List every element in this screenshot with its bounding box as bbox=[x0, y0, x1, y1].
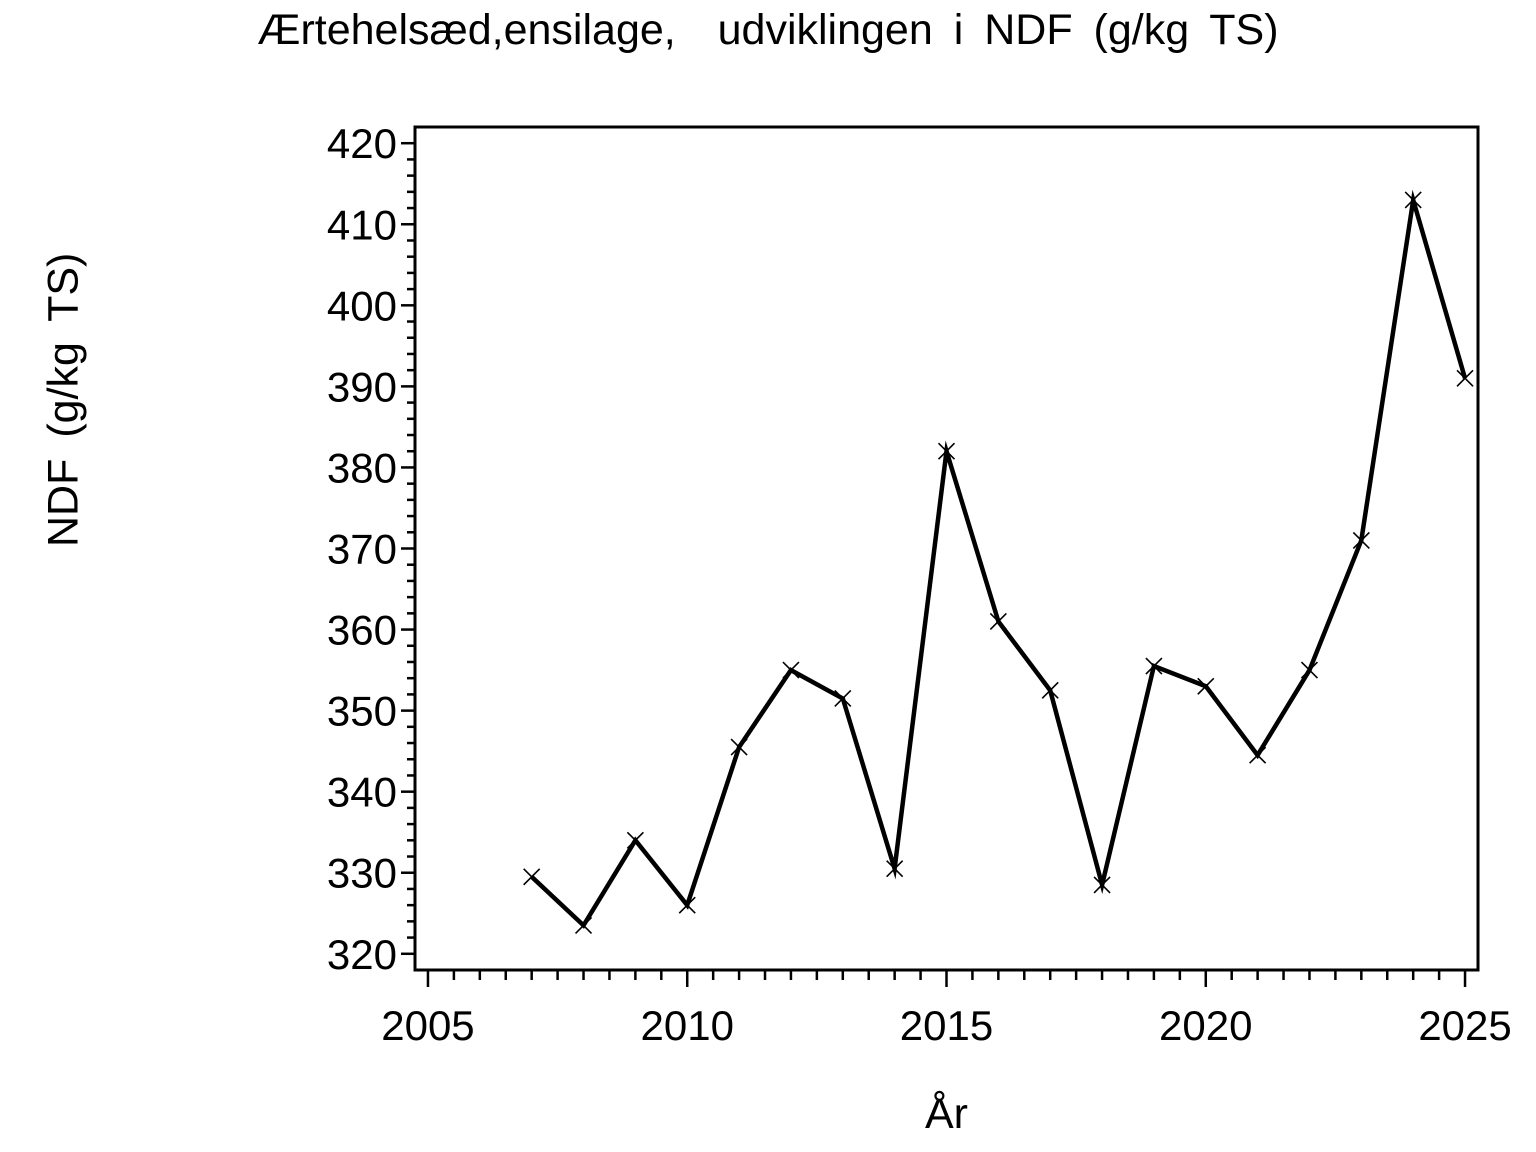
y-tick-label: 370 bbox=[327, 526, 397, 573]
data-point-marker bbox=[1093, 876, 1111, 894]
data-point-marker bbox=[1041, 681, 1059, 699]
marker-stroke bbox=[1093, 876, 1111, 894]
marker-stroke bbox=[574, 916, 593, 934]
marker-stroke bbox=[1145, 657, 1163, 675]
marker-stroke bbox=[1456, 369, 1474, 387]
x-tick-label: 2015 bbox=[900, 1002, 993, 1049]
marker-stroke bbox=[886, 860, 904, 878]
x-tick-marks bbox=[426, 970, 1467, 987]
data-point-marker bbox=[523, 868, 541, 886]
data-point-marker bbox=[1249, 746, 1267, 764]
y-tick-label: 420 bbox=[327, 120, 397, 167]
y-tick-labels: 320 330 340 350 360 370 380 390 400 410 420 bbox=[327, 120, 397, 978]
x-tick-label: 2005 bbox=[381, 1002, 474, 1049]
marker-stroke bbox=[1249, 746, 1267, 764]
x-axis-label: År bbox=[925, 1090, 968, 1138]
data-point-marker bbox=[886, 860, 904, 878]
data-point-marker bbox=[1404, 191, 1422, 209]
marker-stroke bbox=[1197, 677, 1215, 695]
y-tick-label: 330 bbox=[327, 850, 397, 897]
data-point-marker bbox=[678, 896, 696, 914]
y-tick-label: 340 bbox=[327, 769, 397, 816]
data-point-marker bbox=[1300, 661, 1319, 679]
x-tick-label: 2025 bbox=[1418, 1002, 1511, 1049]
chart-title: Ærtehelsæd,ensilage, udviklingen i NDF (… bbox=[257, 6, 1279, 54]
marker-stroke bbox=[782, 661, 800, 679]
y-tick-label: 390 bbox=[327, 363, 397, 410]
marker-stroke bbox=[523, 868, 541, 886]
data-point-marker bbox=[937, 442, 956, 460]
y-tick-label: 360 bbox=[327, 607, 397, 654]
data-point-marker bbox=[1197, 677, 1215, 695]
data-point-marker bbox=[782, 661, 800, 679]
data-point-marker bbox=[626, 831, 644, 849]
marker-stroke bbox=[1041, 681, 1059, 699]
data-point-marker bbox=[1456, 369, 1474, 387]
marker-stroke bbox=[678, 896, 696, 914]
x-tick-label: 2010 bbox=[641, 1002, 734, 1049]
x-tick-labels: 2005 2010 2015 2020 2025 bbox=[381, 1002, 1512, 1049]
y-tick-label: 350 bbox=[327, 688, 397, 735]
data-point-marker bbox=[989, 612, 1007, 631]
y-tick-label: 410 bbox=[327, 201, 397, 248]
data-point-marker bbox=[730, 738, 748, 756]
y-tick-marks bbox=[401, 141, 415, 956]
y-tick-label: 320 bbox=[327, 931, 397, 978]
marker-stroke bbox=[1352, 531, 1370, 549]
data-point-markers bbox=[523, 191, 1474, 934]
marker-stroke bbox=[989, 612, 1007, 631]
y-tick-label: 400 bbox=[327, 282, 397, 329]
plot-frame bbox=[413, 125, 1480, 972]
x-tick-label: 2020 bbox=[1159, 1002, 1252, 1049]
marker-stroke bbox=[730, 738, 748, 756]
marker-stroke bbox=[626, 831, 644, 849]
data-polyline bbox=[530, 189, 1468, 929]
marker-stroke bbox=[937, 442, 956, 460]
data-point-marker bbox=[834, 689, 852, 708]
plot-frame-rect bbox=[413, 125, 1480, 972]
data-point-marker bbox=[1352, 531, 1370, 549]
marker-stroke bbox=[1404, 191, 1422, 209]
data-point-marker bbox=[1145, 657, 1163, 675]
y-tick-label: 380 bbox=[327, 444, 397, 491]
marker-stroke bbox=[834, 689, 852, 708]
data-line bbox=[530, 189, 1468, 929]
marker-stroke bbox=[1300, 661, 1319, 679]
data-point-marker bbox=[574, 916, 593, 934]
